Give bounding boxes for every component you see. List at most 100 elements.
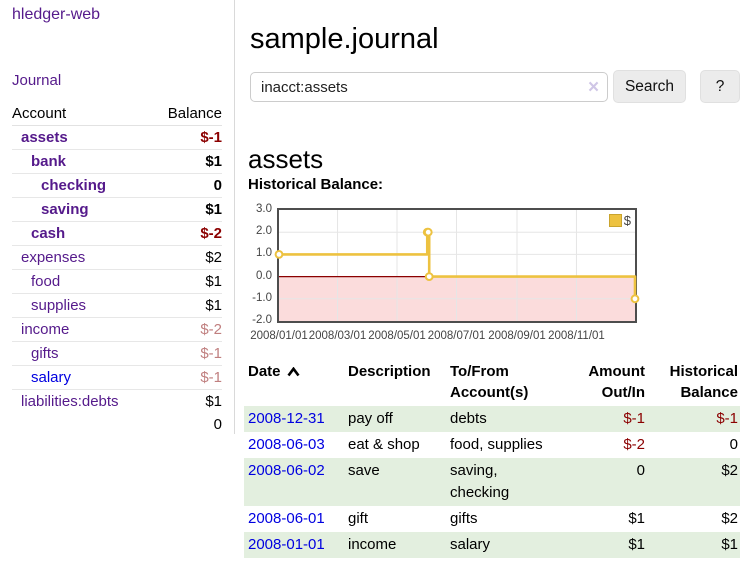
y-axis-tick-label: 0.0 (256, 269, 272, 282)
transaction-row: 2008-12-31 pay off debts $-1 $-1 (244, 406, 740, 432)
account-row: bank $1 (12, 149, 222, 174)
accounts-table-header: Account Balance (12, 102, 222, 126)
account-link[interactable]: cash (31, 225, 66, 242)
account-row: liabilities:debts $1 (12, 389, 222, 413)
balance-column-header-main: Historical Balance (669, 363, 738, 401)
y-axis-tick-label: 3.0 (256, 203, 272, 215)
app-brand-link[interactable]: hledger-web (12, 6, 101, 23)
account-link[interactable]: food (31, 273, 61, 290)
transaction-date-link[interactable]: 2008-12-31 (248, 410, 325, 427)
date-column-header[interactable]: Date (244, 360, 348, 406)
transaction-date-link[interactable]: 2008-06-03 (248, 436, 325, 453)
legend-label: $ (623, 213, 631, 228)
chart-legend: $ (607, 213, 632, 228)
account-row: assets $-1 (12, 126, 222, 150)
y-axis-tick-label: -1.0 (252, 291, 272, 304)
transaction-accounts: gifts (450, 510, 478, 527)
account-link[interactable]: liabilities:debts (21, 393, 119, 410)
page-title: sample.journal (250, 23, 439, 56)
x-axis-tick-label: 2008/11/01 (548, 330, 605, 342)
transaction-description: income (348, 536, 397, 553)
account-row: salary $-1 (12, 365, 222, 390)
account-balance: $1 (151, 149, 222, 174)
account-row: cash $-2 (12, 221, 222, 246)
historical-balance-chart: $ 3.0 2.0 1.0 0.0 -1.0 -2.0 2008/01/01 2008/03/… (250, 203, 640, 342)
account-balance: $1 (151, 269, 222, 294)
account-row: saving $1 (12, 197, 222, 222)
account-link[interactable]: bank (31, 153, 67, 170)
x-axis-tick-label: 2008/01/01 (250, 330, 308, 342)
account-row: supplies $1 (12, 293, 222, 318)
clear-search-icon[interactable]: × (588, 77, 600, 98)
transaction-balance: $-1 (716, 410, 738, 427)
transaction-description: pay off (348, 410, 393, 427)
sort-ascending-icon (286, 366, 300, 376)
transaction-accounts: debts (450, 410, 487, 427)
transaction-description: gift (348, 510, 369, 527)
transaction-amount: $1 (628, 510, 645, 527)
transaction-description: save (348, 462, 380, 479)
account-balance: $-1 (151, 341, 222, 366)
transaction-description: eat & shop (348, 436, 420, 453)
transaction-date-link[interactable]: 2008-06-01 (248, 510, 325, 527)
account-balance: $-1 (151, 365, 222, 390)
account-row: income $-2 (12, 317, 222, 342)
account-link[interactable]: saving (41, 201, 89, 218)
legend-swatch (608, 214, 622, 227)
transaction-amount: $1 (628, 536, 645, 553)
account-balance: $1 (151, 197, 222, 222)
transaction-date-link[interactable]: 2008-06-02 (248, 462, 325, 479)
account-column-header: Account (12, 102, 152, 126)
y-axis-tick-label: -2.0 (252, 314, 272, 326)
search-input[interactable] (250, 72, 608, 102)
transaction-row: 2008-06-01 gift gifts $1 $2 (244, 506, 740, 532)
transaction-amount: 0 (636, 462, 645, 479)
account-link[interactable]: income (21, 321, 70, 338)
transaction-accounts: salary (450, 536, 491, 553)
date-header-label: Date (248, 363, 281, 380)
transaction-accounts: saving, checking (450, 462, 510, 501)
accounts-total-spacer (12, 413, 151, 436)
account-balance: $1 (151, 293, 222, 318)
account-link[interactable]: salary (31, 369, 72, 386)
account-balance: 0 (151, 173, 222, 198)
sidebar-divider (234, 0, 235, 434)
amount-column-header: Amount Out/In (588, 363, 645, 401)
accounts-total-row: 0 (12, 413, 222, 436)
account-link[interactable]: expenses (21, 249, 86, 266)
description-column-header: Description (348, 363, 431, 380)
y-axis-tick-label: 2.0 (256, 225, 272, 238)
transaction-amount: $-2 (623, 436, 645, 453)
transaction-date-link[interactable]: 2008-01-01 (248, 536, 325, 553)
account-link[interactable]: assets (21, 129, 68, 146)
transaction-row: 2008-01-01 income salary $1 $1 (244, 532, 740, 558)
account-row: checking 0 (12, 173, 222, 198)
account-balance: $2 (151, 245, 222, 270)
account-heading: assets (248, 143, 324, 174)
x-axis-tick-label: 2008/09/01 (488, 330, 546, 342)
account-balance: $-1 (200, 129, 222, 146)
search-button[interactable]: Search (613, 70, 686, 103)
sidebar-item-journal[interactable]: Journal (12, 72, 62, 89)
accounts-table: Account Balance assets $-1 bank $1 check… (12, 102, 222, 436)
account-link[interactable]: supplies (31, 297, 87, 314)
transaction-accounts: food, supplies (450, 436, 543, 453)
x-axis-tick-label: 2008/03/01 (308, 330, 367, 342)
transaction-balance: 0 (729, 436, 738, 453)
chart-title: Historical Balance: (248, 176, 384, 193)
transaction-balance: $2 (721, 462, 738, 479)
transaction-amount: $-1 (623, 410, 645, 427)
accounts-total-value: 0 (213, 416, 222, 433)
transaction-balance: $1 (721, 536, 738, 553)
account-balance: $-2 (151, 221, 222, 246)
account-link[interactable]: gifts (31, 345, 59, 362)
accounts-column-header: To/From Account(s) (450, 363, 529, 401)
transaction-balance: $2 (721, 510, 738, 527)
search-help-button[interactable]: ? (700, 70, 740, 103)
account-row: gifts $-1 (12, 341, 222, 366)
account-link[interactable]: checking (41, 177, 107, 194)
account-balance: $-2 (151, 317, 222, 342)
account-row: food $1 (12, 269, 222, 294)
account-balance: $1 (151, 389, 222, 413)
